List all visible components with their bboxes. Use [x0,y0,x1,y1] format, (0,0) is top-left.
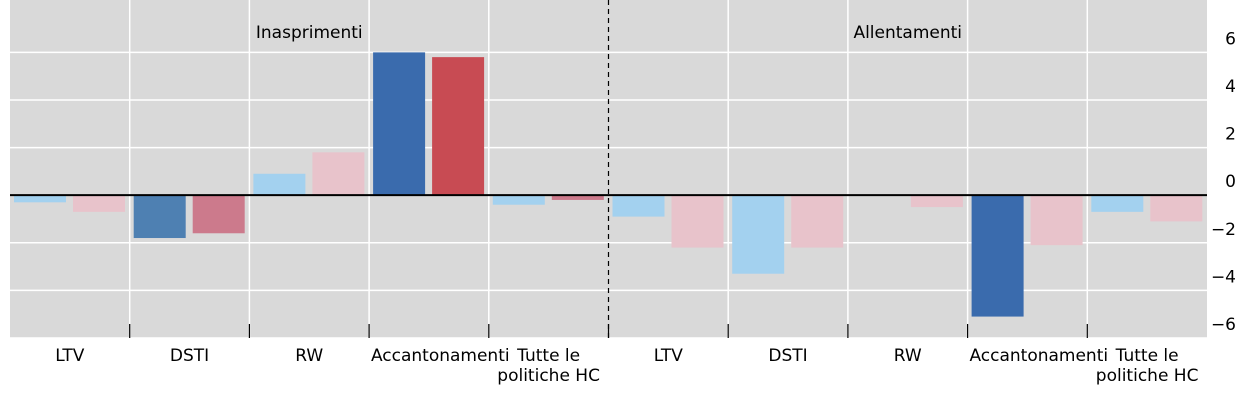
section-label: Allentamenti [853,23,962,43]
x-tick-label: Tutte le politiche HC [497,346,600,386]
plot-area [10,0,1207,338]
x-tick-label: LTV [55,346,85,366]
x-tick-label: Tutte le politiche HC [1095,346,1199,386]
y-tick-label: −6 [1211,315,1236,335]
bar [253,173,306,196]
x-tick-label: DSTI [768,346,808,366]
bar [73,195,125,212]
bar [1030,195,1083,246]
bar [612,195,665,217]
bar [192,195,245,234]
bar [1150,195,1203,222]
x-tick-label: DSTI [169,346,210,366]
y-tick-label: 6 [1225,29,1236,49]
y-tick-label: −2 [1211,220,1236,240]
bar [373,52,426,196]
x-tick-label: RW [893,346,922,366]
bar [1091,195,1144,212]
y-tick-label: −4 [1211,267,1236,287]
bar [791,195,844,248]
bar [732,195,785,274]
bar [492,195,545,205]
y-tick-label: 2 [1225,125,1236,145]
bar [551,195,604,200]
bar [971,195,1024,317]
bar [910,195,963,208]
x-tick-label: RW [295,346,324,366]
bar [14,195,66,203]
bar [671,195,724,248]
bar [133,195,186,239]
y-tick-label: 0 [1225,172,1236,192]
bar [432,57,485,196]
y-tick-label: 4 [1225,77,1236,97]
bar [312,152,365,196]
section-label: Inasprimenti [256,23,363,43]
x-tick-label: Accantonamenti [370,346,510,366]
x-tick-label: LTV [653,346,683,366]
x-tick-label: Accantonamenti [969,346,1109,366]
